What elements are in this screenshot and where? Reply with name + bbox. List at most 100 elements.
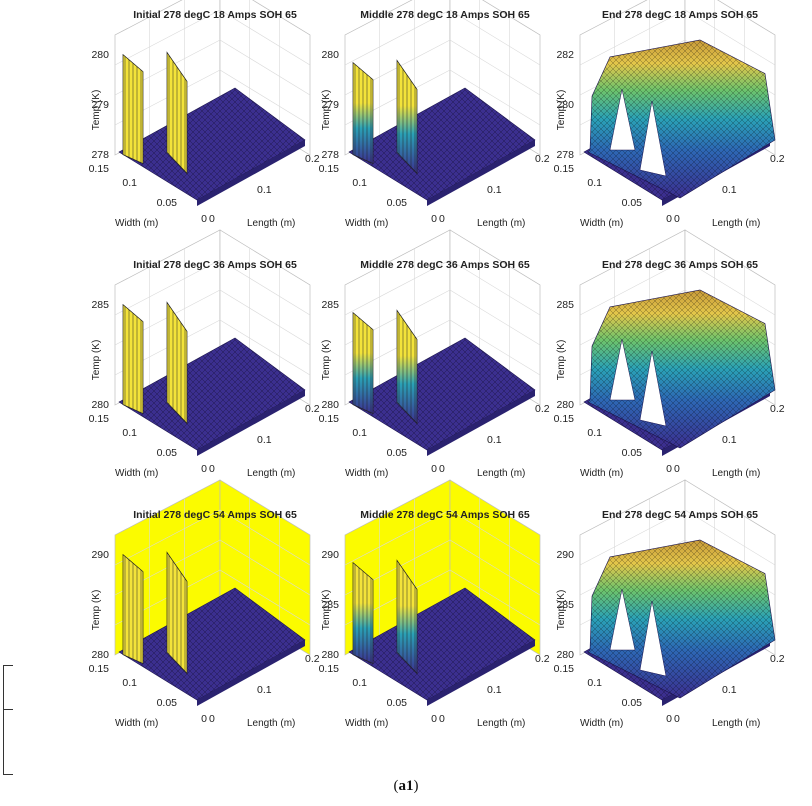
grid-line-right-2 [684, 509, 776, 566]
base-mesh [349, 588, 535, 700]
y-axis-label: Width (m) [345, 218, 388, 229]
grid-line-right-2 [684, 259, 776, 316]
grid-line-left-2 [579, 509, 686, 566]
x-axis-label: Length (m) [712, 718, 760, 729]
heat-fin-stripes-2 [397, 560, 417, 674]
dome-mesh [588, 540, 775, 698]
z-tick-label: 278 [556, 149, 574, 161]
dome-gap-1 [609, 339, 636, 401]
z-axis-label: Temp (K) [321, 90, 332, 131]
y-tick-label: 0.05 [622, 697, 643, 709]
z-tick-label: 279 [321, 99, 339, 111]
y-tick-label: 0 [666, 463, 672, 475]
base-front-edge [197, 640, 305, 706]
y-axis-label: Width (m) [580, 218, 623, 229]
grid-line-left-2 [344, 259, 451, 316]
left-bracket [3, 665, 14, 775]
base-mesh [119, 588, 305, 700]
heat-fin-stripes-1 [353, 62, 373, 164]
y-axis-label: Width (m) [580, 718, 623, 729]
z-tick-label: 280 [321, 649, 339, 661]
y-tick-label: 0.15 [554, 413, 575, 425]
z-axis-label: Temp (K) [556, 340, 567, 381]
grid-line-right-2 [684, 9, 776, 66]
z-tick-label: 290 [321, 549, 339, 561]
grid-line-left-2 [344, 509, 451, 566]
y-axis-label: Width (m) [115, 468, 158, 479]
heat-fin-stripes-2 [167, 302, 187, 424]
base-front-edge [197, 390, 305, 456]
x-tick-label: 0.2 [535, 153, 550, 165]
x-tick-label: 0.1 [257, 184, 272, 196]
grid-line-right-1 [219, 289, 311, 346]
x-tick-label: 0.1 [257, 684, 272, 696]
surface-plot-3: 278 280 282 0 0.05 0.1 0.15 0 0.1 0.2 Width (m) Len… [554, 0, 785, 229]
dome-gap-1 [609, 89, 636, 151]
y-tick-label: 0 [431, 713, 437, 725]
grid-line-right-0 [219, 69, 311, 126]
dome-mesh [588, 290, 775, 448]
grid-line-right-1 [219, 539, 311, 596]
base-mesh [349, 88, 535, 200]
y-tick-label: 0.1 [122, 177, 137, 189]
plot-title: Initial 278 degC 18 Amps SOH 65 [133, 9, 297, 21]
y-tick-label: 0.05 [387, 697, 408, 709]
y-tick-label: 0.05 [387, 197, 408, 209]
y-tick-label: 0.1 [352, 177, 367, 189]
z-tick-label: 278 [91, 149, 109, 161]
z-tick-label: 280 [91, 649, 109, 661]
x-tick-label: 0 [209, 713, 215, 725]
x-tick-label: 0 [674, 713, 680, 725]
y-axis-label: Width (m) [115, 718, 158, 729]
x-axis-label: Length (m) [712, 468, 760, 479]
x-tick-label: 0.2 [770, 153, 785, 165]
x-axis-label: Length (m) [247, 468, 295, 479]
z-tick-label: 280 [556, 99, 574, 111]
dome-mesh [588, 40, 775, 198]
heat-fin-stripes-2 [167, 552, 187, 674]
x-tick-label: 0.1 [257, 434, 272, 446]
z-tick-label: 279 [91, 99, 109, 111]
z-tick-label: 282 [556, 49, 574, 61]
x-tick-label: 0 [439, 713, 445, 725]
y-axis-label: Width (m) [580, 468, 623, 479]
z-tick-label: 280 [556, 399, 574, 411]
base-mesh [119, 338, 305, 450]
heat-fin-stripes-1 [353, 312, 373, 414]
x-axis-label: Length (m) [477, 718, 525, 729]
y-tick-label: 0 [431, 463, 437, 475]
x-tick-label: 0.1 [722, 684, 737, 696]
heat-fin-stripes-1 [123, 54, 143, 164]
grid-line-right-2 [219, 259, 311, 316]
heat-fin-stripes-1 [123, 554, 143, 664]
y-tick-label: 0.05 [387, 447, 408, 459]
z-axis-label: Temp (K) [91, 590, 102, 631]
grid-line-right-1 [449, 289, 541, 346]
heat-fin-stripes-1 [353, 562, 373, 664]
grid-line-left-2 [344, 9, 451, 66]
x-tick-label: 0 [209, 213, 215, 225]
z-tick-label: 280 [321, 399, 339, 411]
y-tick-label: 0.1 [352, 677, 367, 689]
z-axis-label: Temp (K) [321, 590, 332, 631]
x-tick-label: 0.1 [722, 184, 737, 196]
z-tick-label: 285 [91, 299, 109, 311]
plot-title: End 278 degC 54 Amps SOH 65 [602, 509, 758, 521]
y-tick-label: 0 [666, 713, 672, 725]
z-axis-label: Temp (K) [321, 340, 332, 381]
x-axis-label: Length (m) [247, 718, 295, 729]
y-axis-label: Width (m) [345, 468, 388, 479]
plot-title: Initial 278 degC 36 Amps SOH 65 [133, 259, 297, 271]
plot-title: Middle 278 degC 36 Amps SOH 65 [360, 259, 530, 271]
base-mesh [119, 88, 305, 200]
grid-line-left-2 [114, 9, 221, 66]
z-tick-label: 280 [321, 49, 339, 61]
base-front-edge [427, 640, 535, 706]
y-tick-label: 0 [201, 713, 207, 725]
z-tick-label: 290 [91, 549, 109, 561]
figure-caption: (a1) [393, 778, 419, 794]
surface-plot-6: 280 285 0 0.05 0.1 0.15 0 0.1 0.2 Width (m) Length… [554, 229, 785, 479]
y-tick-label: 0.1 [587, 677, 602, 689]
x-axis-label: Length (m) [477, 468, 525, 479]
